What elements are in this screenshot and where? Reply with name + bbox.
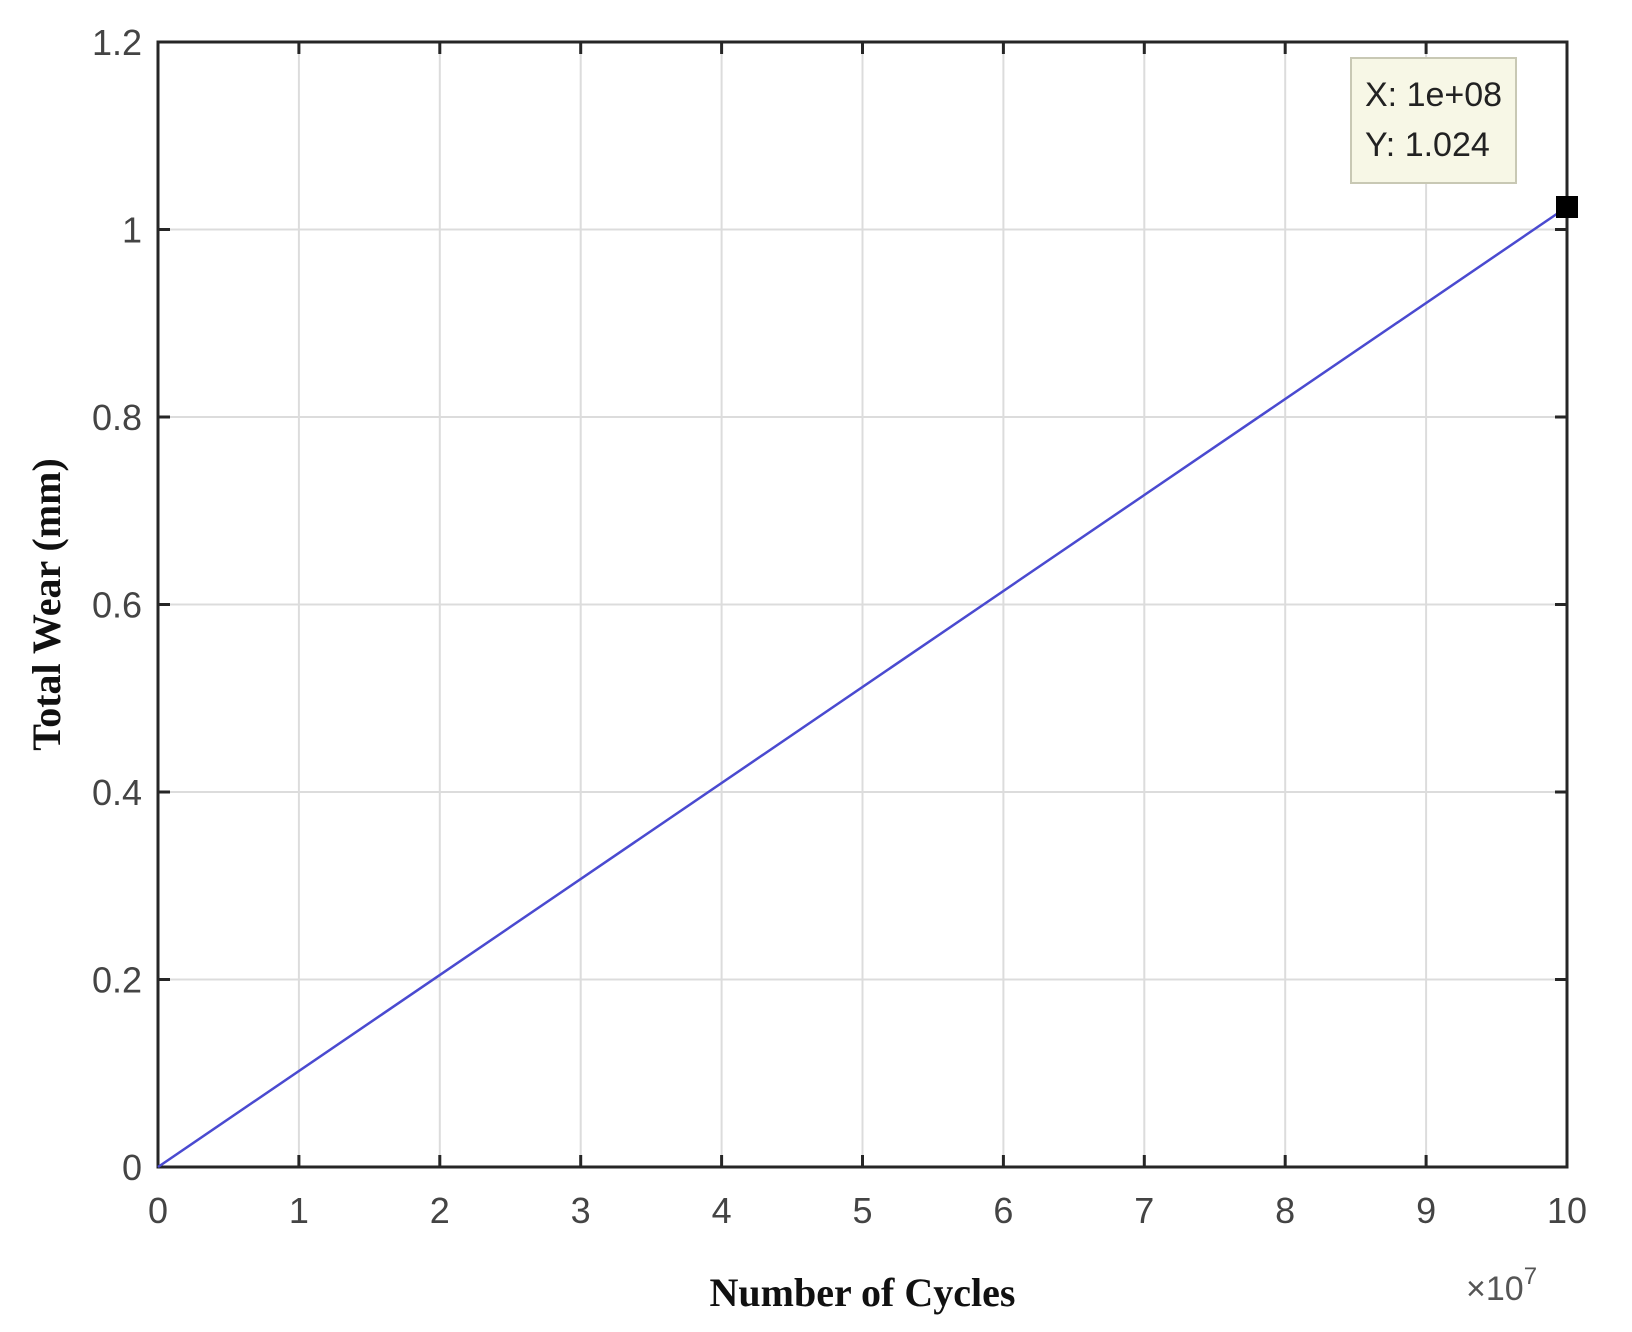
y-tick-label: 0 (122, 1147, 142, 1188)
datatip-line: X: 1e+08 (1365, 76, 1502, 114)
y-axis-label: Total Wear (mm) (24, 458, 69, 751)
x-tick-label: 0 (148, 1190, 168, 1231)
series-group (157, 205, 1568, 1169)
x-tick-label: 3 (571, 1190, 591, 1231)
y-tick-label: 1.2 (92, 22, 142, 63)
grid (158, 42, 1567, 1167)
x-tick-label: 7 (1134, 1190, 1154, 1231)
x-axis-label: Number of Cycles (710, 1270, 1016, 1315)
y-tick-label: 0.2 (92, 960, 142, 1001)
datatip[interactable]: X: 1e+08 Y: 1.024 (1350, 57, 1578, 218)
y-tick-label: 0.8 (92, 397, 142, 438)
tick-marks (156, 40, 1569, 1169)
datatip-box (1350, 57, 1517, 184)
x-tick-label: 5 (852, 1190, 872, 1231)
x-tick-label: 1 (289, 1190, 309, 1231)
x-tick-labels: 0 1 2 3 4 5 6 7 8 9 10 (148, 1190, 1587, 1231)
series-line (157, 205, 1568, 1169)
x-tick-label: 4 (712, 1190, 732, 1231)
datatip-marker (1556, 196, 1578, 218)
y-tick-label: 0.4 (92, 772, 142, 813)
y-tick-label: 1 (122, 210, 142, 251)
x-tick-label: 10 (1547, 1190, 1587, 1231)
x-tick-label: 2 (430, 1190, 450, 1231)
x-tick-label: 8 (1275, 1190, 1295, 1231)
datatip-line: Y: 1.024 (1365, 126, 1490, 164)
y-tick-labels: 0 0.2 0.4 0.6 0.8 1 1.2 (92, 22, 142, 1188)
x-tick-label: 9 (1416, 1190, 1436, 1231)
x-exponent-base: ×10 (1466, 1270, 1524, 1308)
x-exponent-power: 7 (1524, 1263, 1537, 1290)
x-exponent-label: ×107 (1466, 1263, 1537, 1308)
y-tick-label: 0.6 (92, 585, 142, 626)
x-tick-label: 6 (993, 1190, 1013, 1231)
